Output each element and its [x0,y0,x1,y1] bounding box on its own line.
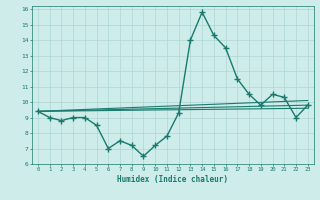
X-axis label: Humidex (Indice chaleur): Humidex (Indice chaleur) [117,175,228,184]
